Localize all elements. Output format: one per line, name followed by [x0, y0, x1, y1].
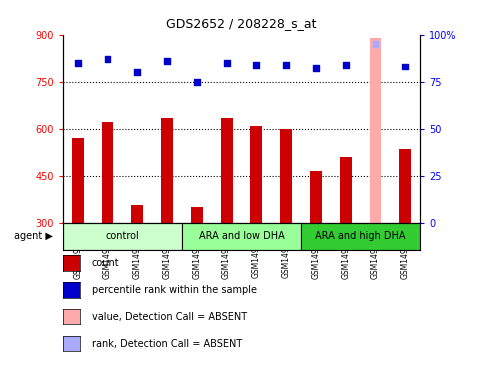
Bar — [310, 171, 322, 223]
Bar — [191, 207, 203, 223]
Point — [104, 56, 112, 62]
Point — [223, 60, 230, 66]
Text: rank, Detection Call = ABSENT: rank, Detection Call = ABSENT — [92, 339, 242, 349]
Point — [163, 58, 171, 64]
Bar — [161, 118, 173, 223]
Point — [372, 41, 380, 47]
Text: ARA and high DHA: ARA and high DHA — [315, 231, 406, 241]
Bar — [399, 149, 412, 223]
Bar — [131, 205, 143, 223]
Point — [282, 61, 290, 68]
Text: percentile rank within the sample: percentile rank within the sample — [92, 285, 257, 295]
Point — [74, 60, 82, 66]
FancyBboxPatch shape — [182, 223, 301, 250]
Text: agent ▶: agent ▶ — [14, 231, 53, 241]
Bar — [251, 126, 262, 223]
Point — [193, 79, 201, 85]
Text: control: control — [105, 231, 139, 241]
Text: count: count — [92, 258, 119, 268]
Bar — [280, 129, 292, 223]
Point — [342, 61, 350, 68]
Point — [133, 69, 141, 75]
Bar — [221, 118, 233, 223]
Text: GDS2652 / 208228_s_at: GDS2652 / 208228_s_at — [166, 17, 317, 30]
Point — [312, 65, 320, 71]
FancyBboxPatch shape — [301, 223, 420, 250]
Text: value, Detection Call = ABSENT: value, Detection Call = ABSENT — [92, 312, 247, 322]
Bar — [340, 157, 352, 223]
FancyBboxPatch shape — [63, 223, 182, 250]
Bar — [369, 38, 382, 223]
Point — [401, 63, 409, 70]
Text: ARA and low DHA: ARA and low DHA — [199, 231, 284, 241]
Bar — [72, 138, 84, 223]
Point — [253, 61, 260, 68]
Bar — [101, 122, 114, 223]
